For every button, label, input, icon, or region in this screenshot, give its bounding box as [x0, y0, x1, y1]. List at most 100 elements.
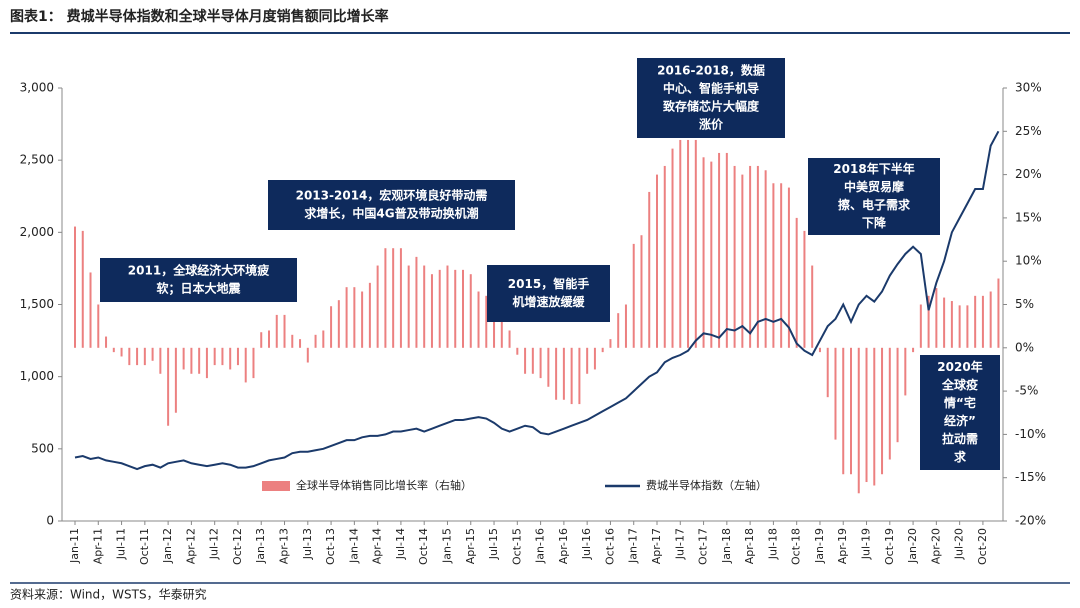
x-tick-label: Jan-14 [347, 528, 360, 564]
bar [438, 269, 441, 348]
bar [679, 139, 682, 348]
bar [128, 347, 131, 366]
annotation: 中美贸易摩 [844, 179, 904, 194]
annotation-box [268, 180, 515, 230]
bar [725, 152, 728, 348]
x-tick-label: Oct-13 [324, 528, 337, 565]
legend-label: 全球半导体销售同比增长率（右轴） [296, 478, 472, 492]
bar [741, 174, 744, 348]
bar [190, 347, 193, 374]
bar [586, 347, 589, 374]
bar [888, 347, 891, 460]
bar [850, 347, 852, 475]
bar [927, 295, 930, 348]
bar [407, 265, 410, 348]
legend-swatch [262, 481, 290, 491]
x-tick-label: Apr-13 [278, 528, 291, 564]
x-tick-label: Apr-14 [371, 528, 384, 564]
x-tick-label: Oct-11 [138, 528, 151, 565]
bar [981, 295, 984, 348]
x-tick-label: Jan-12 [161, 528, 174, 564]
bar [547, 347, 550, 387]
bar [834, 347, 837, 440]
bar [376, 265, 379, 348]
bar [656, 174, 658, 348]
bar [314, 334, 317, 348]
bar [733, 165, 736, 348]
bar [244, 347, 247, 383]
annotation: 求增长，中国4G普及带动换机潮 [304, 206, 478, 221]
bar [236, 347, 239, 366]
bar [826, 347, 829, 398]
bar [508, 330, 511, 348]
bar [143, 347, 146, 366]
annotation: 下降 [862, 215, 887, 230]
bar [477, 291, 480, 348]
bar [570, 347, 573, 405]
y-tick-label: 2,500 [20, 153, 54, 167]
bar [485, 295, 488, 348]
bar [562, 347, 565, 400]
x-tick-label: Apr-17 [650, 528, 663, 564]
annotation: 拉动需 [942, 431, 978, 446]
bar [795, 217, 798, 348]
bar [974, 295, 977, 348]
bar [896, 347, 899, 443]
bar [361, 291, 364, 348]
bar [694, 139, 697, 348]
bar [174, 347, 177, 413]
x-tick-label: Jan-18 [720, 528, 733, 564]
x-tick-label: Oct-17 [697, 528, 710, 565]
line [74, 130, 1000, 471]
bar [89, 272, 92, 348]
x-tick-label: Oct-12 [231, 528, 244, 565]
annotation: 2011，全球经济大环境疲 [128, 263, 269, 278]
bar [399, 248, 402, 348]
bar [904, 347, 907, 396]
x-tick-label: Oct-18 [790, 528, 803, 565]
bar [873, 347, 876, 486]
y2-tick-label: -10% [1015, 427, 1046, 441]
bar [493, 304, 496, 348]
bar [337, 300, 340, 348]
bar [756, 165, 759, 348]
y2-tick-label: 25% [1015, 124, 1042, 138]
bar [105, 336, 108, 348]
x-tick-label: Jul-11 [115, 528, 128, 560]
y-tick-label: 0 [46, 514, 54, 528]
y-tick-label: 1,000 [20, 369, 54, 383]
annotation-box [100, 258, 297, 302]
x-tick-label: Jul-20 [953, 528, 966, 560]
x-tick-label: Oct-16 [603, 528, 616, 565]
bar [260, 332, 263, 348]
bar [818, 347, 821, 353]
bar [221, 347, 224, 366]
x-tick-label: Apr-11 [91, 528, 104, 564]
x-tick-label: Jul-12 [208, 528, 221, 560]
bar [780, 183, 783, 348]
bar [198, 347, 201, 374]
chart-title: 图表1： 费城半导体指数和全球半导体月度销售额同比增长率 [10, 8, 389, 25]
bar [469, 274, 472, 348]
bar [966, 305, 969, 348]
bar [865, 347, 868, 483]
bar [632, 243, 635, 348]
bar [229, 347, 232, 370]
bar [353, 287, 356, 348]
bar [997, 278, 1000, 348]
bar [268, 330, 270, 348]
bar [787, 187, 790, 348]
bar [671, 148, 674, 348]
bar [842, 347, 845, 475]
x-tick-label: Jan-20 [906, 528, 919, 564]
bar [136, 347, 139, 366]
bar [609, 339, 612, 348]
annotation-box [637, 58, 785, 138]
bar [687, 139, 690, 348]
annotation: 2018年下半年 [833, 161, 914, 176]
y2-tick-label: 5% [1015, 297, 1034, 311]
y2-tick-label: 10% [1015, 254, 1042, 268]
annotation: 涨价 [699, 117, 724, 132]
x-tick-label: Jul-13 [301, 528, 314, 560]
